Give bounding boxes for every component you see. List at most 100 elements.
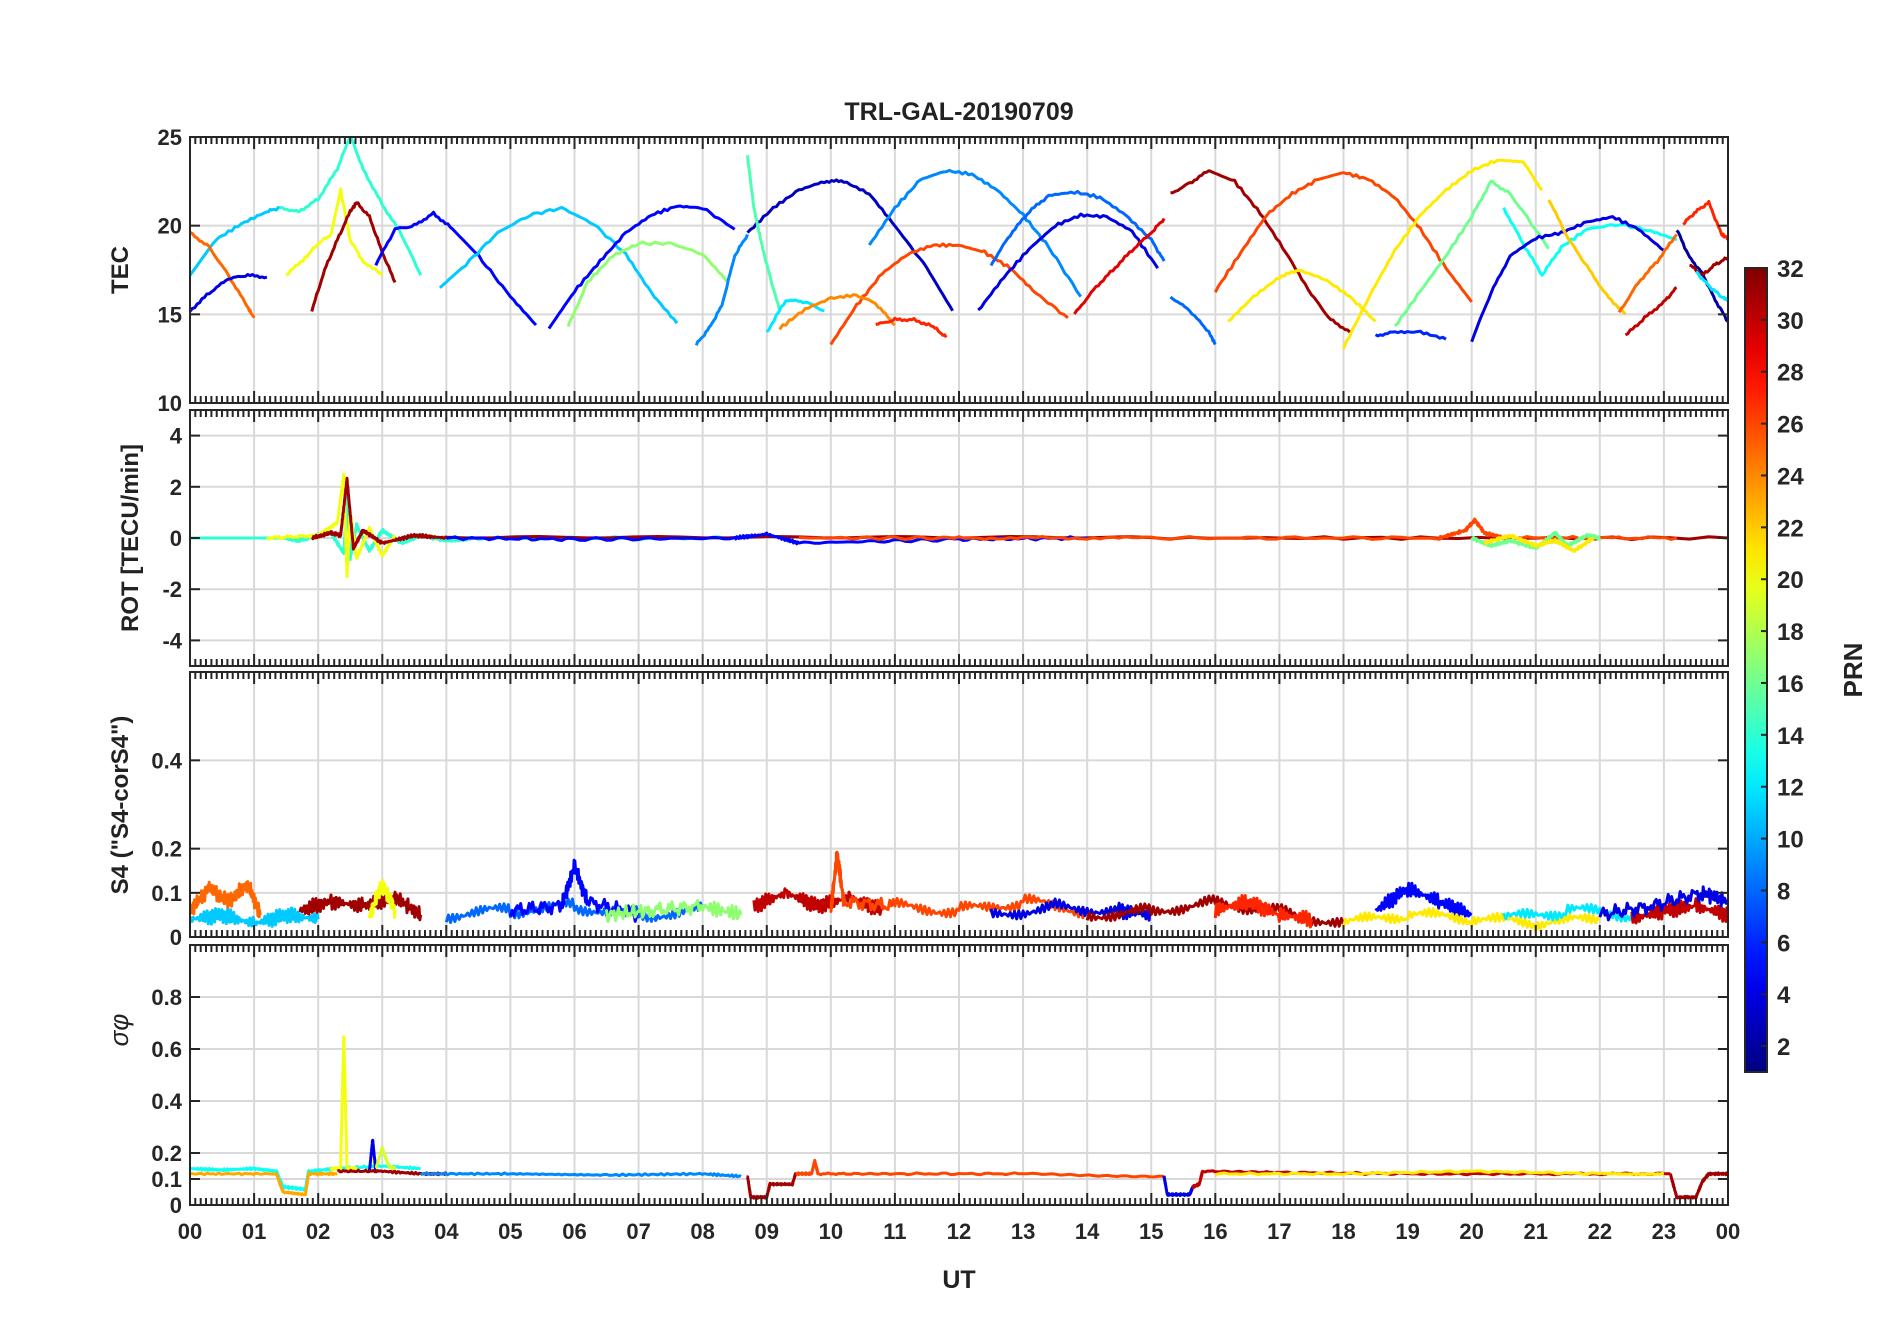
series-prn-21 (1342, 158, 1544, 350)
series-prn-4 (977, 212, 1159, 312)
x-minor-ticks (189, 410, 1729, 666)
series-prn-25 (1617, 233, 1678, 314)
x-tick-label: 06 (562, 1219, 586, 1244)
series-prn-5 (508, 858, 640, 923)
x-tick-label: 18 (1331, 1219, 1355, 1244)
series-prn-9 (868, 168, 1083, 298)
series-prn-13 (190, 1164, 421, 1192)
colorbar-tick-label: 18 (1777, 619, 1804, 646)
y-axis-label: σφ (104, 1014, 134, 1047)
y-tick-label: 10 (158, 391, 182, 416)
colorbar-tick-label: 2 (1777, 1034, 1790, 1061)
series-prn-13 (1502, 207, 1678, 277)
x-tick-label: 22 (1588, 1219, 1612, 1244)
x-tick-label: 13 (1011, 1219, 1035, 1244)
series-prn-4 (190, 273, 268, 313)
x-tick-label: 10 (819, 1219, 843, 1244)
x-tick-label: 00 (178, 1219, 202, 1244)
y-tick-label: 0.6 (151, 1037, 182, 1062)
x-tick-label: 15 (1139, 1219, 1163, 1244)
x-minor-ticks (189, 945, 1729, 1205)
colorbar-label: PRN (1838, 643, 1868, 698)
series-group (190, 472, 1728, 578)
y-tick-label: 4 (170, 424, 183, 449)
series-prn-5 (446, 531, 1088, 546)
series-prn-5 (374, 210, 538, 327)
series-prn-31 (298, 890, 423, 922)
series-prn-22 (1547, 199, 1627, 316)
panel-rot: -4 -2 0 2 4 ROT [TECU/min] (117, 409, 1729, 667)
x-tick-label: 02 (306, 1219, 330, 1244)
series-group (190, 850, 1728, 933)
colorbar-tick-label: 6 (1777, 930, 1790, 957)
series-prn-26 (829, 850, 1088, 920)
series-prn-26 (829, 242, 1069, 346)
y-tick-label: 0 (170, 925, 182, 950)
series-prn-3 (746, 178, 954, 312)
series-prn-24 (778, 293, 896, 331)
series-prn-20 (265, 472, 397, 578)
series-prn-27 (1682, 199, 1728, 241)
series-prn-12 (1695, 270, 1728, 302)
series-prn-6 (1374, 329, 1447, 341)
colorbar-tick-label: 24 (1777, 463, 1804, 490)
colorbar-tick-label: 10 (1777, 827, 1804, 854)
x-tick-label: 14 (1075, 1219, 1100, 1244)
panel-tec: 10 15 20 25 TEC (107, 125, 1729, 416)
series-prn-31 (1689, 256, 1728, 277)
x-tick-label: 11 (883, 1219, 906, 1244)
series-prn-4 (989, 897, 1153, 922)
series-prn-15 (746, 155, 782, 312)
series-prn-2 (1675, 229, 1728, 323)
colorbar-tick-label: 4 (1777, 982, 1791, 1009)
colorbar-tick-label: 26 (1777, 412, 1804, 439)
colorbar-tick-label: 16 (1777, 671, 1804, 698)
y-axis-label: TEC (107, 246, 134, 294)
series-prn-4 (1470, 215, 1665, 343)
x-tick-label: 03 (370, 1219, 394, 1244)
x-tick-label: 00 (1716, 1219, 1740, 1244)
series-prn-26 (1213, 171, 1473, 303)
y-tick-label: 20 (158, 214, 182, 239)
series-prn-21 (1214, 1169, 1665, 1177)
x-minor-ticks (189, 672, 1729, 937)
series-prn-5 (547, 204, 736, 330)
series-prn-11 (438, 205, 679, 325)
series-prn-25 (190, 880, 262, 919)
x-tick-label: 12 (947, 1219, 971, 1244)
y-tick-label: 0.4 (151, 1089, 182, 1114)
series-prn-30 (1624, 286, 1678, 337)
y-tick-label: 2 (170, 475, 182, 500)
y-tick-label: 15 (158, 302, 182, 327)
series-prn-19 (374, 1146, 397, 1171)
series-prn-9 (420, 1171, 742, 1179)
y-tick-label: 0.4 (151, 748, 182, 773)
series-prn-8 (444, 897, 705, 924)
series-prn-27 (875, 316, 948, 339)
x-tick-label: 09 (755, 1219, 779, 1244)
x-tick-label: 16 (1203, 1219, 1227, 1244)
series-prn-20 (367, 878, 397, 919)
series-prn-30 (1630, 897, 1728, 925)
y-tick-label: 0 (170, 526, 182, 551)
x-tick-label: 21 (1524, 1219, 1548, 1244)
x-tick-label: 01 (242, 1219, 266, 1244)
series-prn-25 (190, 231, 256, 319)
series-prn-12 (1502, 903, 1634, 923)
series-prn-5 (1374, 881, 1473, 918)
series-prn-27 (1213, 894, 1313, 929)
x-tick-label: 17 (1267, 1219, 1291, 1244)
series-prn-4 (1598, 885, 1728, 922)
x-axis-label: UT (942, 1266, 975, 1294)
y-tick-label: -2 (162, 577, 182, 602)
series-prn-8 (989, 189, 1166, 267)
y-tick-label: 0 (170, 1193, 182, 1218)
series-prn-21 (1483, 533, 1595, 553)
series-prn-31 (746, 1172, 797, 1200)
y-tick-label: 0.2 (151, 1141, 182, 1166)
series-prn-31 (1170, 169, 1351, 334)
colorbar-tick-label: 20 (1777, 567, 1804, 594)
colorbar-tick-label: 30 (1777, 308, 1804, 335)
figure-title: TRL-GAL-20190709 (844, 98, 1073, 126)
